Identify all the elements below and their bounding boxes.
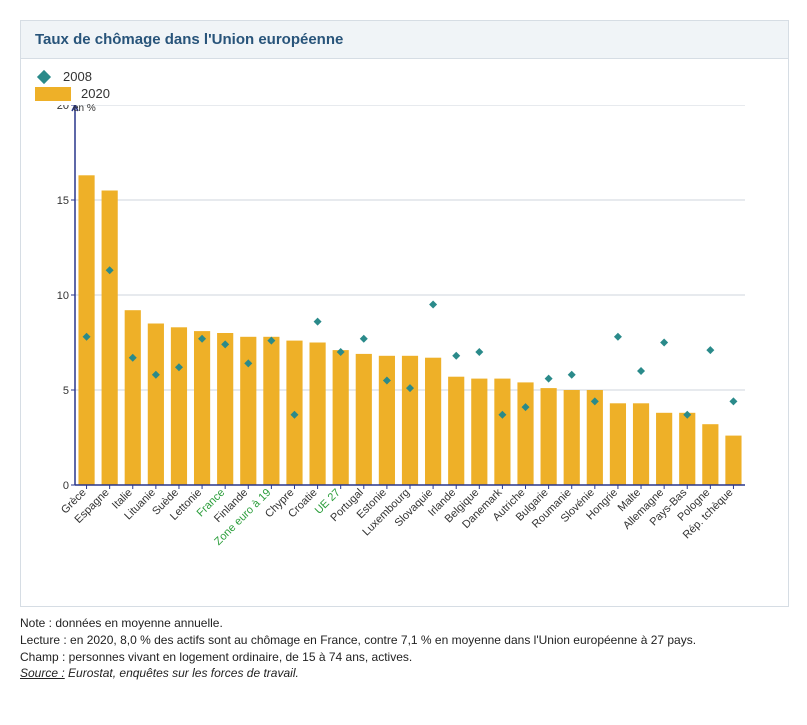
diamond-marker [452, 352, 460, 360]
bar [356, 354, 372, 485]
y-axis-label: en % [73, 103, 96, 114]
bar [702, 424, 718, 485]
lecture-line: Lecture : en 2020, 8,0 % des actifs sont… [20, 632, 787, 649]
diamond-icon [37, 69, 51, 83]
legend-item-2008: 2008 [35, 69, 774, 84]
bar [679, 413, 695, 485]
bar [471, 379, 487, 485]
bar [425, 358, 441, 485]
bar-icon [35, 87, 71, 101]
bar [541, 388, 557, 485]
source-line: Source : Eurostat, enquêtes sur les forc… [20, 665, 787, 682]
bar [125, 310, 141, 485]
diamond-marker [314, 318, 322, 326]
bar [402, 356, 418, 485]
chart-container: Taux de chômage dans l'Union européenne … [20, 20, 789, 607]
champ-line: Champ : personnes vivant en logement ord… [20, 649, 787, 666]
chart-svg: 05101520GrèceEspagneItalieLituanieSuèdeL… [35, 105, 755, 593]
legend: 2008 2020 [35, 69, 774, 101]
svg-text:15: 15 [57, 195, 69, 207]
diamond-marker [706, 346, 714, 354]
bar [217, 333, 233, 485]
diamond-marker [475, 348, 483, 356]
plot-area: en % 05101520GrèceEspagneItalieLituanieS… [35, 105, 774, 598]
bar [240, 337, 256, 485]
bar [310, 343, 326, 486]
bar [148, 324, 164, 486]
chart-title: Taux de chômage dans l'Union européenne [21, 21, 788, 59]
diamond-marker [637, 367, 645, 375]
bar [448, 377, 464, 485]
diamond-marker [429, 301, 437, 309]
legend-item-2020: 2020 [35, 86, 774, 101]
bar [494, 379, 510, 485]
svg-text:10: 10 [57, 290, 69, 302]
bar [725, 436, 741, 485]
bar [379, 356, 395, 485]
bar [656, 413, 672, 485]
diamond-marker [568, 371, 576, 379]
legend-label-2008: 2008 [63, 69, 92, 84]
bar [517, 382, 533, 485]
bar [263, 337, 279, 485]
bar [633, 403, 649, 485]
diamond-marker [614, 333, 622, 341]
svg-text:5: 5 [63, 385, 69, 397]
footnotes: Note : données en moyenne annuelle. Lect… [20, 615, 787, 682]
bar [194, 331, 210, 485]
source-label: Source : [20, 666, 65, 680]
bar [78, 175, 94, 485]
bar [610, 403, 626, 485]
diamond-marker [660, 339, 668, 347]
bar [102, 191, 118, 486]
bar [171, 327, 187, 485]
diamond-marker [360, 335, 368, 343]
source-text: Eurostat, enquêtes sur les forces de tra… [65, 666, 299, 680]
svg-text:20: 20 [57, 105, 69, 112]
bar [564, 390, 580, 485]
legend-label-2020: 2020 [81, 86, 110, 101]
diamond-marker [729, 397, 737, 405]
note-line: Note : données en moyenne annuelle. [20, 615, 787, 632]
chart-body: 2008 2020 en % 05101520GrèceEspagneItali… [21, 59, 788, 606]
svg-text:0: 0 [63, 480, 69, 492]
diamond-marker [545, 375, 553, 383]
bar [333, 350, 349, 485]
